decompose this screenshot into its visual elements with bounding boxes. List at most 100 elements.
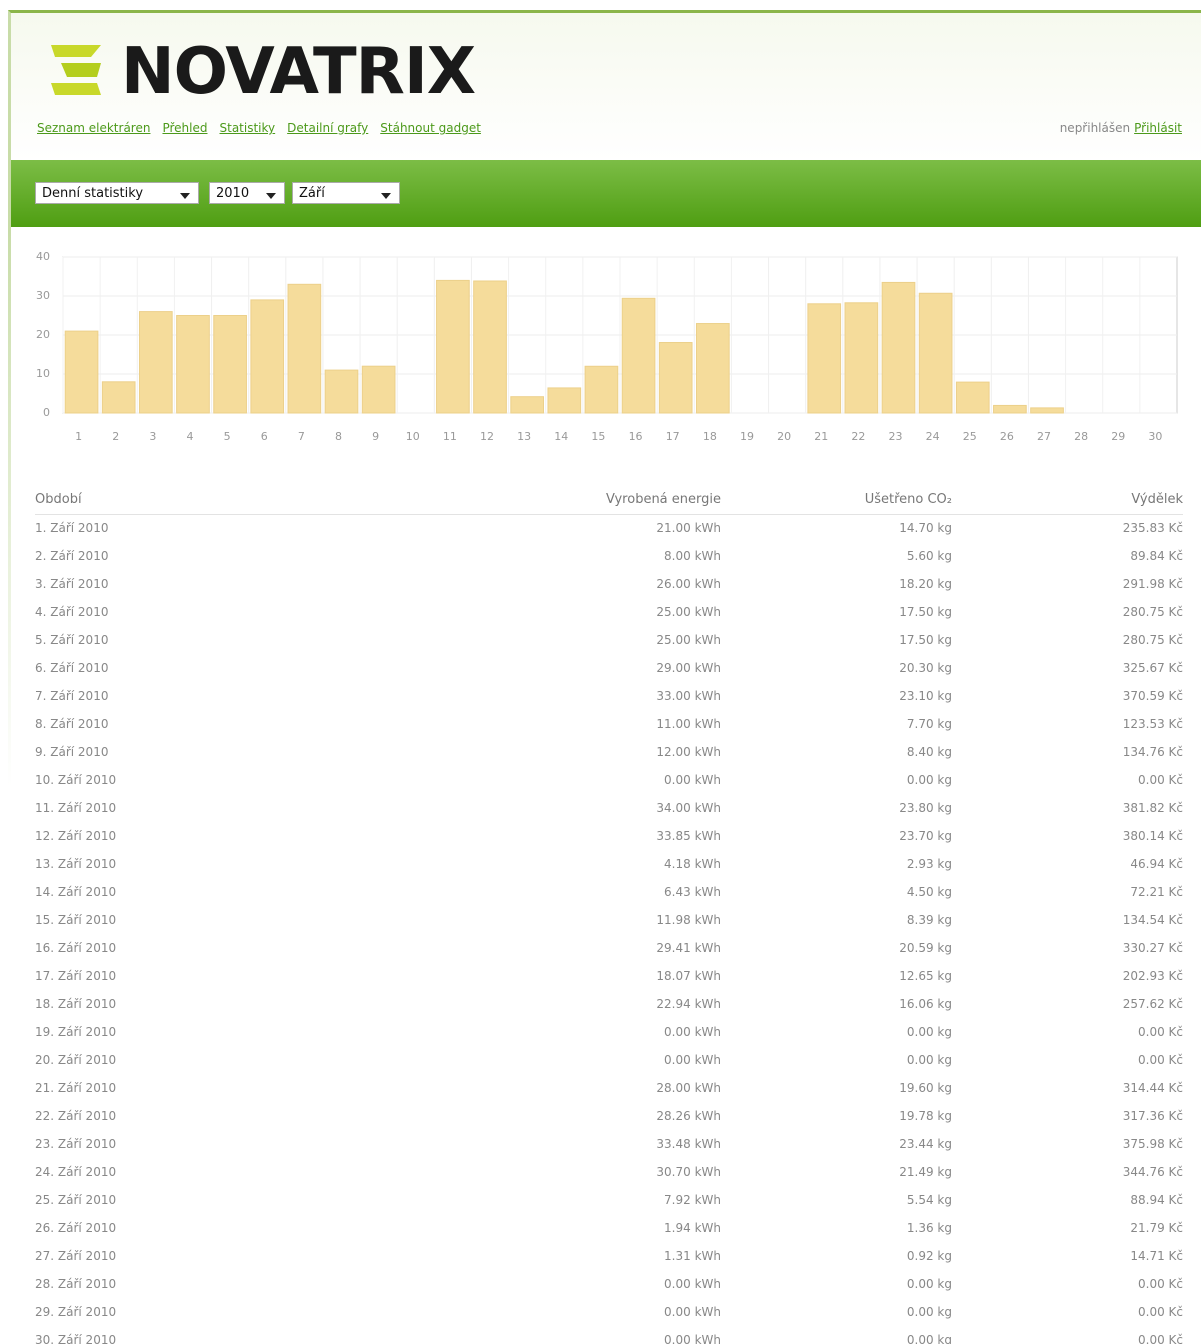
table-cell: 0.00 Kč — [1138, 1277, 1183, 1291]
header: NOVATRIX Seznam elektráren Přehled Statist… — [8, 10, 1201, 161]
table-cell: 325.67 Kč — [1122, 661, 1183, 675]
table-cell: 23.70 kg — [899, 829, 952, 843]
bar — [213, 315, 247, 414]
table-cell: 0.00 kg — [906, 1053, 952, 1067]
table-row: 27. Září 2010 1.31 kWh 0.92 kg 14.71 Kč — [35, 1243, 1183, 1271]
nav-link[interactable]: Stáhnout gadget — [380, 121, 481, 135]
table-cell: 26. Září 2010 — [35, 1221, 117, 1235]
table-row: 30. Září 2010 0.00 kWh 0.00 kg 0.00 Kč — [35, 1327, 1183, 1344]
table-cell: 21.79 Kč — [1130, 1221, 1183, 1235]
bar — [695, 323, 730, 414]
select[interactable]: 2010 — [209, 182, 285, 204]
table-row: 7. Září 2010 33.00 kWh 23.10 kg 370.59 Kč — [35, 683, 1183, 711]
table-row: 8. Září 2010 11.00 kWh 7.70 kg 123.53 Kč — [35, 711, 1183, 739]
login-link[interactable]: Přihlásit — [1134, 121, 1182, 135]
table-cell: 0.00 kWh — [664, 1025, 721, 1039]
table-cell: 5. Září 2010 — [35, 633, 109, 647]
x-tick-label: 22 — [851, 430, 865, 443]
table-cell: 291.98 Kč — [1122, 577, 1183, 591]
table-cell: 18. Září 2010 — [35, 997, 117, 1011]
table-cell: 33.85 kWh — [656, 829, 721, 843]
table-cell: 20.59 kg — [899, 941, 952, 955]
table-cell: 24. Září 2010 — [35, 1165, 117, 1179]
x-tick-label: 24 — [926, 430, 940, 443]
table-cell: 18.07 kWh — [656, 969, 721, 983]
table-cell: 314.44 Kč — [1122, 1081, 1183, 1095]
table-cell: 17.50 kg — [899, 605, 952, 619]
table-cell: 17.50 kg — [899, 633, 952, 647]
table-row: 13. Září 2010 4.18 kWh 2.93 kg 46.94 Kč — [35, 851, 1183, 879]
select[interactable]: Září — [292, 182, 400, 204]
table-cell: 18.20 kg — [899, 577, 952, 591]
table-cell: 2. Září 2010 — [35, 549, 109, 563]
bar — [918, 292, 953, 414]
header-cell: Období — [35, 492, 82, 507]
x-tick-label: 7 — [298, 430, 305, 443]
table-cell: 20.30 kg — [899, 661, 952, 675]
table-cell: 72.21 Kč — [1130, 885, 1183, 899]
table-row: 29. Září 2010 0.00 kWh 0.00 kg 0.00 Kč — [35, 1299, 1183, 1327]
table-cell: 0.00 Kč — [1138, 1025, 1183, 1039]
table-cell: 12.65 kg — [899, 969, 952, 983]
table-cell: 10. Září 2010 — [35, 773, 117, 787]
table-cell: 29. Září 2010 — [35, 1305, 117, 1319]
table-cell: 8. Září 2010 — [35, 717, 109, 731]
table-cell: 5.60 kg — [906, 549, 952, 563]
table-cell: 0.00 Kč — [1138, 1053, 1183, 1067]
table-cell: 19.78 kg — [899, 1109, 952, 1123]
table-cell: 1.94 kWh — [664, 1221, 721, 1235]
nav-link[interactable]: Přehled — [162, 121, 208, 135]
table-cell: 30. Září 2010 — [35, 1333, 117, 1344]
table-cell: 23. Září 2010 — [35, 1137, 117, 1151]
logo[interactable]: NOVATRIX — [121, 35, 476, 109]
table-cell: 8.39 kg — [906, 913, 952, 927]
table-row: 16. Září 2010 29.41 kWh 20.59 kg 330.27 Kč — [35, 935, 1183, 963]
table-cell: 0.00 kg — [906, 773, 952, 787]
login: nepřihlášen Přihlásit — [1060, 121, 1182, 135]
table-cell: 6.43 kWh — [664, 885, 721, 899]
table-cell: 29.41 kWh — [656, 941, 721, 955]
nav-link[interactable]: Statistiky — [219, 121, 276, 135]
table-cell: 8.40 kg — [906, 745, 952, 759]
toolbar: Denní statistiky 2010 Září — [8, 160, 1201, 227]
select[interactable]: Denní statistiky — [35, 182, 199, 204]
x-tick-label: 28 — [1074, 430, 1088, 443]
table-row: 24. Září 2010 30.70 kWh 21.49 kg 344.76 Kč — [35, 1159, 1183, 1187]
table-row: 1. Září 2010 21.00 kWh 14.70 kg 235.83 Kč — [35, 515, 1183, 543]
table-cell: 25. Září 2010 — [35, 1193, 117, 1207]
table-cell: 12.00 kWh — [656, 745, 721, 759]
table-cell: 7. Září 2010 — [35, 689, 109, 703]
table-cell: 202.93 Kč — [1122, 969, 1183, 983]
table-cell: 14.70 kg — [899, 521, 952, 535]
table-cell: 0.00 kWh — [664, 1277, 721, 1291]
x-tick-label: 26 — [1000, 430, 1014, 443]
table-cell: 370.59 Kč — [1122, 689, 1183, 703]
table-cell: 28. Září 2010 — [35, 1277, 117, 1291]
side-border — [8, 227, 11, 787]
table-cell: 16. Září 2010 — [35, 941, 117, 955]
table-cell: 317.36 Kč — [1122, 1109, 1183, 1123]
bar — [955, 381, 990, 414]
bar — [584, 365, 619, 414]
table-cell: 28.00 kWh — [656, 1081, 721, 1095]
nav-link[interactable]: Detailní grafy — [287, 121, 369, 135]
x-tick-label: 20 — [777, 430, 791, 443]
bar — [138, 311, 173, 414]
table-row: 12. Září 2010 33.85 kWh 23.70 kg 380.14 Kč — [35, 823, 1183, 851]
table-row: 17. Září 2010 18.07 kWh 12.65 kg 202.93 Kč — [35, 963, 1183, 991]
table-row: 19. Září 2010 0.00 kWh 0.00 kg 0.00 Kč — [35, 1019, 1183, 1047]
nav-link[interactable]: Seznam elektráren — [37, 121, 151, 135]
header-cell: Vyrobená energie — [605, 492, 721, 507]
x-tick-label: 17 — [666, 430, 680, 443]
table-cell: 19. Září 2010 — [35, 1025, 117, 1039]
table-cell: 9. Září 2010 — [35, 745, 109, 759]
bar — [250, 299, 285, 414]
table-cell: 30.70 kWh — [656, 1165, 721, 1179]
table-row: 23. Září 2010 33.48 kWh 23.44 kg 375.98 Kč — [35, 1131, 1183, 1159]
bar — [324, 369, 359, 414]
table-cell: 0.00 kg — [906, 1305, 952, 1319]
table-cell: 7.92 kWh — [664, 1193, 721, 1207]
table-cell: 7.70 kg — [906, 717, 952, 731]
x-tick-label: 27 — [1037, 430, 1051, 443]
table-cell: 3. Září 2010 — [35, 577, 109, 591]
